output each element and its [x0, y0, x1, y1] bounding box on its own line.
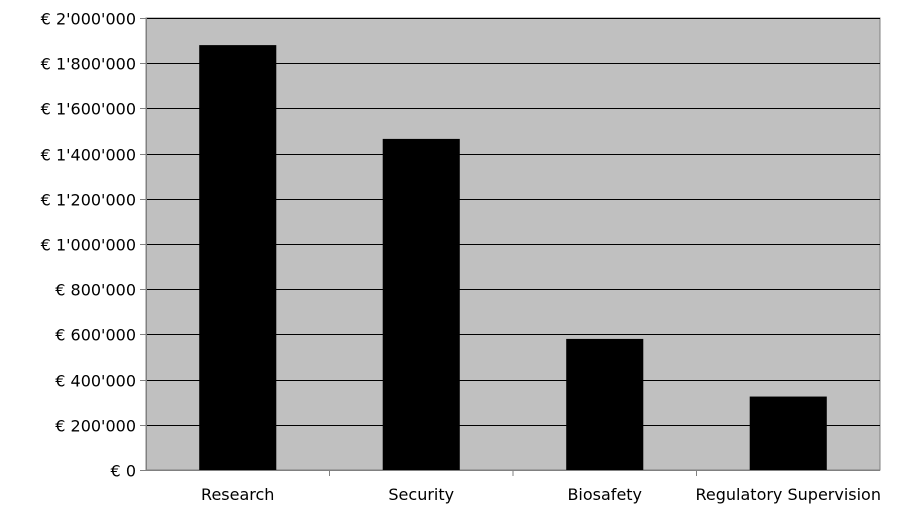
y-tick-label: € 0	[111, 462, 136, 481]
y-tick-label: € 1'800'000	[41, 55, 136, 74]
x-tick-label: Security	[388, 485, 454, 504]
x-tick-label: Research	[201, 485, 274, 504]
bars	[199, 45, 827, 471]
y-tick-label: € 200'000	[55, 417, 136, 436]
y-tick-label: € 1'400'000	[41, 146, 136, 165]
x-tick-label: Regulatory Supervision	[696, 485, 881, 504]
y-tick-label: € 1'200'000	[41, 191, 136, 210]
x-axis: Research Security Biosafety Regulatory Supe…	[146, 470, 881, 504]
bar-regulatory-supervision	[749, 396, 827, 470]
bar-research	[199, 45, 277, 471]
y-axis: € 0 € 200'000 € 400'000 € 600'000 € 800'000 €…	[41, 10, 147, 481]
y-tick-label: € 600'000	[55, 326, 136, 345]
y-tick-label: € 1'600'000	[41, 100, 136, 119]
bar-security	[382, 138, 460, 470]
y-tick-label: € 2'000'000	[41, 10, 136, 29]
x-tick-label: Biosafety	[567, 485, 642, 504]
y-tick-label: € 400'000	[55, 372, 136, 391]
bar-biosafety	[566, 338, 644, 470]
y-tick-label: € 1'000'000	[41, 236, 136, 255]
y-tick-label: € 800'000	[55, 281, 136, 300]
